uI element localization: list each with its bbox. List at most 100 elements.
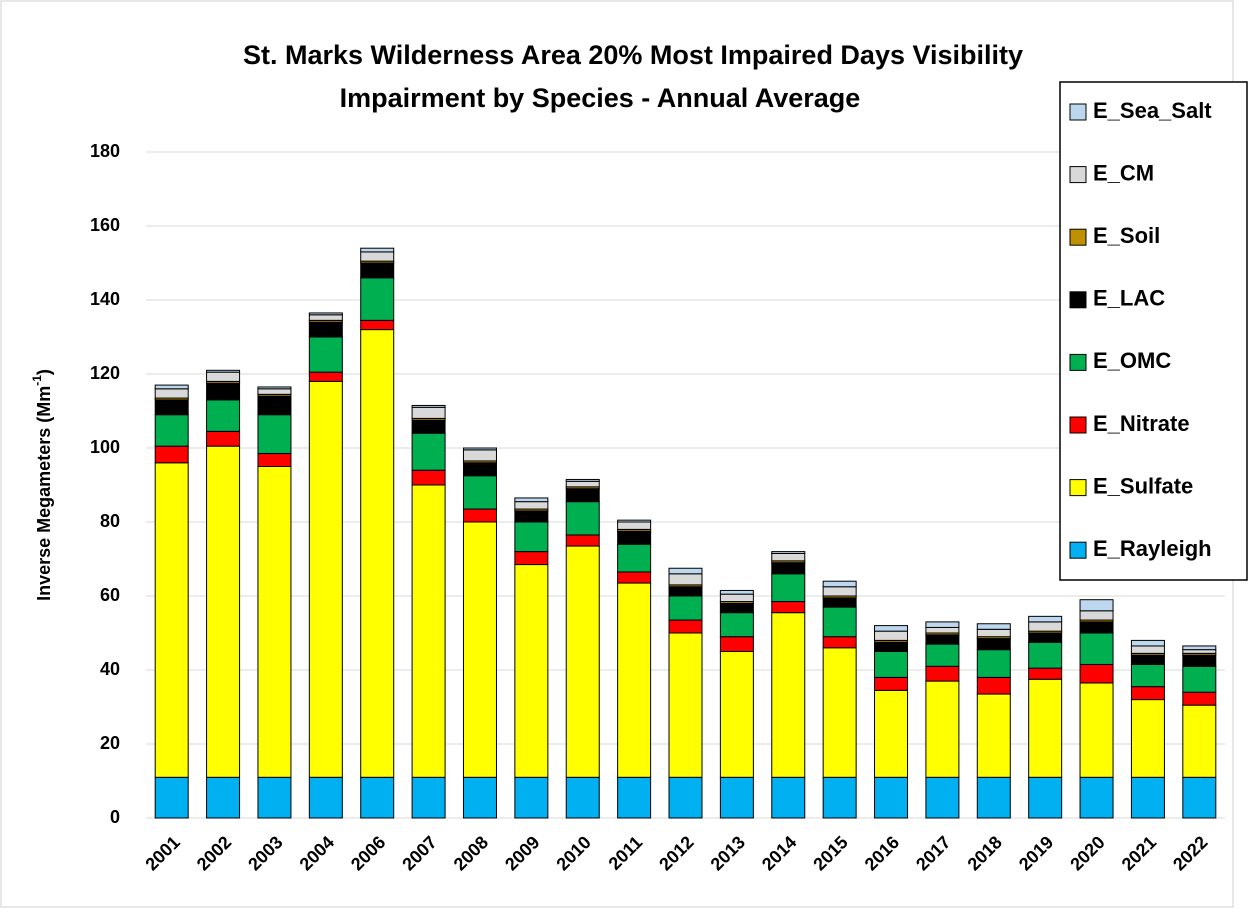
bar-segment	[154, 445, 189, 464]
bar-segment	[154, 776, 189, 819]
bar-segment	[257, 414, 292, 455]
bar-segment	[1182, 776, 1217, 819]
bar-segment	[206, 776, 241, 819]
bar-segment	[514, 521, 549, 553]
bar-segment	[154, 399, 189, 416]
bar-segment	[617, 776, 652, 819]
bar-segment	[925, 680, 960, 778]
bar-segment	[462, 508, 497, 523]
bar-segment	[925, 643, 960, 667]
bar-segment	[719, 589, 754, 595]
y-axis-label-superscript: -1	[30, 375, 44, 386]
bar-segment	[976, 649, 1011, 678]
legend-label: E_OMC	[1093, 348, 1171, 373]
bar-segment	[822, 586, 857, 597]
bar-segment	[925, 776, 960, 819]
bar-segment	[822, 597, 857, 608]
y-tick-label: 40	[100, 659, 120, 679]
bar-segment	[154, 462, 189, 778]
bar-segment	[668, 595, 703, 621]
bar-segment	[617, 582, 652, 778]
bar-segment	[1079, 632, 1114, 665]
bar-segment	[1028, 615, 1063, 623]
bar-segment	[462, 462, 497, 477]
bar-segment	[308, 776, 343, 819]
bar-segment	[1028, 632, 1063, 643]
bar-segment	[668, 776, 703, 819]
bar-segment	[411, 419, 446, 434]
bar-segment	[360, 319, 395, 331]
bar-segment	[874, 630, 909, 641]
bar-segment	[1130, 699, 1165, 778]
bar-segment	[565, 534, 600, 547]
bar-segment	[565, 478, 600, 482]
bar-segment	[1130, 663, 1165, 688]
bar-segment	[719, 776, 754, 819]
bar-segment	[874, 776, 909, 819]
bar-segment	[822, 636, 857, 649]
bar-segment	[257, 395, 292, 416]
bar-segment	[976, 628, 1011, 638]
bar-segment	[976, 623, 1011, 630]
bar-segment	[1079, 663, 1114, 684]
bar-segment	[617, 543, 652, 573]
legend-swatch	[1069, 228, 1087, 246]
bar-segment	[514, 497, 549, 503]
bar-segment	[411, 776, 446, 819]
y-tick-label: 0	[110, 807, 120, 827]
bar-segment	[719, 593, 754, 603]
bar-segment	[668, 632, 703, 778]
bar-segment	[257, 466, 292, 778]
bar-segment	[257, 776, 292, 819]
legend-swatch	[1069, 103, 1087, 121]
bar-segment	[308, 312, 343, 316]
bar-segment	[719, 602, 754, 614]
bar-segment	[514, 510, 549, 523]
bar-segment	[206, 382, 241, 401]
bar-segment	[308, 314, 343, 321]
chart-title: St. Marks Wilderness Area 20% Most Impai…	[243, 40, 1023, 70]
bar-segment	[822, 580, 857, 588]
bar-segment	[925, 621, 960, 628]
y-axis-label-end: )	[34, 369, 54, 375]
legend-label: E_LAC	[1093, 286, 1165, 311]
bar-segment	[360, 247, 395, 253]
bar-segment	[771, 601, 806, 614]
y-tick-label: 180	[90, 141, 120, 161]
bar-segment	[1079, 776, 1114, 819]
bar-segment	[1130, 639, 1165, 647]
bar-segment	[360, 277, 395, 321]
y-axis-label: Inverse Megameters (Mm-1)	[30, 369, 54, 601]
y-tick-label: 60	[100, 585, 120, 605]
bar-segment	[874, 689, 909, 778]
bar-segment	[719, 651, 754, 778]
bar-segment	[308, 380, 343, 778]
bar-segment	[565, 488, 600, 503]
bar-segment	[976, 693, 1011, 778]
legend-label: E_CM	[1093, 160, 1154, 185]
bar-segment	[874, 625, 909, 632]
bar-segment	[1130, 686, 1165, 701]
bar-segment	[822, 647, 857, 778]
bar-segment	[1079, 621, 1114, 634]
bar-segment	[925, 665, 960, 682]
bar-segment	[771, 551, 806, 554]
bar-segment	[1028, 776, 1063, 819]
bar-segment	[462, 521, 497, 778]
bar-segment	[617, 530, 652, 545]
bar-segment	[822, 776, 857, 819]
bar-segment	[668, 573, 703, 586]
y-tick-label: 20	[100, 733, 120, 753]
bar-segment	[1028, 667, 1063, 680]
bar-segment	[1130, 654, 1165, 665]
legend-label: E_Nitrate	[1093, 411, 1190, 436]
bar-segment	[411, 432, 446, 471]
bar-segment	[719, 636, 754, 653]
bar-segment	[617, 519, 652, 523]
bar-segment	[154, 384, 189, 390]
legend-swatch	[1069, 416, 1087, 434]
bar-segment	[822, 606, 857, 638]
bar-segment	[308, 371, 343, 382]
bar-segment	[514, 501, 549, 510]
